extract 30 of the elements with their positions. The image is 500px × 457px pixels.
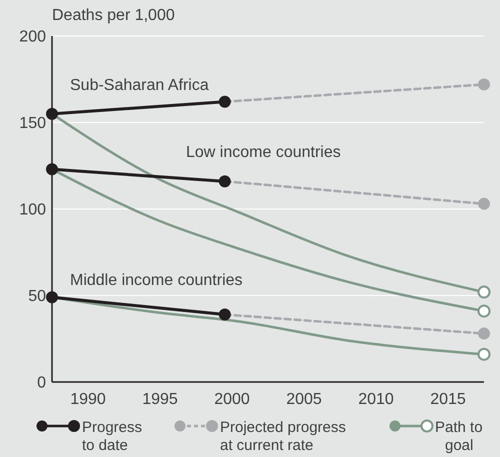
legend-label: Progress to date (82, 419, 142, 454)
point (218, 308, 231, 321)
point (478, 304, 490, 318)
point (46, 108, 58, 120)
point (478, 198, 490, 210)
x-tick-label: 1995 (142, 391, 178, 408)
point (218, 175, 231, 188)
x-tick-label: 1990 (70, 391, 106, 408)
y-tick-label: 100 (19, 202, 46, 219)
point (478, 348, 490, 361)
annotation: Middle income countries (70, 272, 243, 290)
legend-label: Projected progress at current rate (220, 419, 346, 454)
point (478, 78, 490, 90)
point (478, 328, 490, 340)
x-tick-label: 2000 (214, 391, 250, 408)
legend-label: Path to goal (435, 419, 483, 454)
x-tick-label: 2005 (286, 391, 322, 408)
y-tick-label: 50 (28, 288, 46, 306)
y-tick-label: 150 (19, 115, 46, 132)
x-tick-label: 2010 (358, 391, 394, 408)
annotation: Sub-Saharan Africa (70, 76, 209, 94)
point (478, 286, 490, 299)
y-tick-label: 0 (37, 374, 46, 392)
point (46, 291, 58, 304)
annotation: Low income countries (186, 144, 341, 162)
point (218, 96, 231, 108)
y-axis-title: Deaths per 1,000 (52, 7, 175, 24)
y-tick-label: 200 (19, 28, 46, 46)
x-tick-label: 2015 (430, 391, 466, 408)
point (46, 163, 58, 176)
